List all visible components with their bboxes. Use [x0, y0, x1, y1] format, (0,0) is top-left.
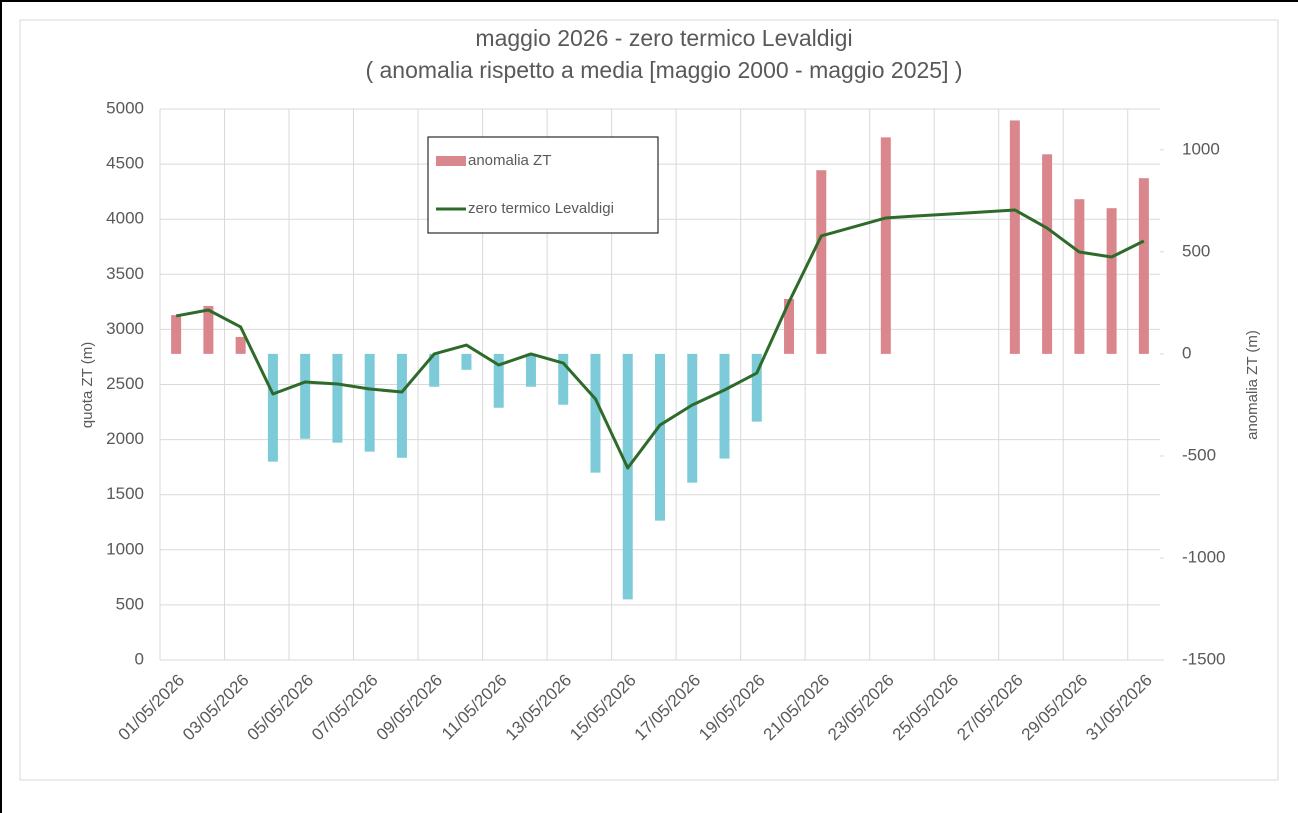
x-tick-label: 13/05/2026 [502, 671, 576, 745]
x-tick-label: 29/05/2026 [1018, 671, 1092, 745]
chart-subtitle: ( anomalia rispetto a media [maggio 2000… [365, 57, 962, 83]
bar [816, 170, 827, 354]
line [175, 208, 1145, 470]
y-tick-label: 2500 [106, 374, 144, 393]
x-tick-label: 17/05/2026 [631, 671, 705, 745]
y-tick-label: 2000 [106, 429, 144, 448]
bar [267, 353, 278, 462]
bar [203, 305, 214, 354]
bar [235, 336, 246, 354]
y2-tick-label: -500 [1182, 445, 1216, 464]
bar [300, 353, 311, 439]
x-tick-label: 25/05/2026 [889, 671, 963, 745]
bar [461, 353, 472, 370]
x-tick-label: 05/05/2026 [244, 671, 318, 745]
bar [493, 353, 504, 408]
x-tick-label: 23/05/2026 [824, 671, 898, 745]
bar [429, 353, 440, 387]
y-tick-label: 3500 [106, 264, 144, 283]
y-axis-title: quota ZT (m) [79, 342, 96, 428]
bar [622, 353, 633, 600]
y2-tick-label: -1500 [1182, 649, 1225, 668]
bar [880, 137, 891, 354]
bar [558, 353, 569, 405]
bar [364, 353, 375, 452]
legend-label: anomalia ZT [468, 152, 551, 169]
bar [655, 353, 665, 521]
bar [1106, 208, 1117, 354]
y2-tick-label: -1000 [1182, 547, 1225, 566]
legend-label: zero termico Levaldigi [468, 200, 614, 217]
bar [396, 353, 407, 458]
x-tick-label: 09/05/2026 [373, 671, 447, 745]
x-tick-label: 11/05/2026 [438, 671, 511, 744]
bar [525, 353, 536, 387]
bar [719, 353, 730, 459]
x-tick-label: 03/05/2026 [179, 671, 253, 745]
y-tick-label: 5000 [106, 98, 144, 117]
y-tick-label: 0 [135, 649, 144, 668]
y2-tick-label: 0 [1182, 343, 1191, 362]
y-tick-label: 4500 [106, 154, 144, 173]
bar [1074, 199, 1085, 354]
y-tick-label: 4000 [106, 209, 144, 228]
chart-title: maggio 2026 - zero termico Levaldigi [475, 25, 852, 51]
legend-box [427, 136, 659, 234]
x-tick-label: 27/05/2026 [953, 671, 1027, 745]
bar [1042, 154, 1053, 354]
y2-tick-label: 500 [1182, 241, 1210, 260]
y-tick-label: 1500 [106, 484, 144, 503]
y2-axis-title: anomalia ZT (m) [1244, 330, 1261, 440]
bar [687, 353, 698, 483]
x-tick-label: 31/05/2026 [1082, 671, 1156, 745]
y2-tick-label: 1000 [1182, 139, 1220, 158]
bar [751, 353, 762, 422]
chart-area [19, 19, 1279, 781]
y-tick-label: 1000 [106, 539, 144, 558]
bar [332, 353, 343, 443]
x-tick-label: 15/05/2026 [566, 671, 640, 745]
bar [1009, 120, 1020, 354]
bar [590, 353, 601, 473]
bar [171, 315, 182, 354]
x-tick-label: 21/05/2026 [760, 671, 834, 745]
x-tick-label: 19/05/2026 [695, 671, 769, 745]
x-tick-label: 01/05/2026 [115, 671, 189, 745]
bar [784, 298, 795, 354]
legend-swatch [436, 156, 466, 166]
x-tick-label: 07/05/2026 [308, 671, 382, 745]
bar [1138, 178, 1149, 354]
y-tick-label: 500 [116, 594, 144, 613]
y-tick-label: 3000 [106, 319, 144, 338]
